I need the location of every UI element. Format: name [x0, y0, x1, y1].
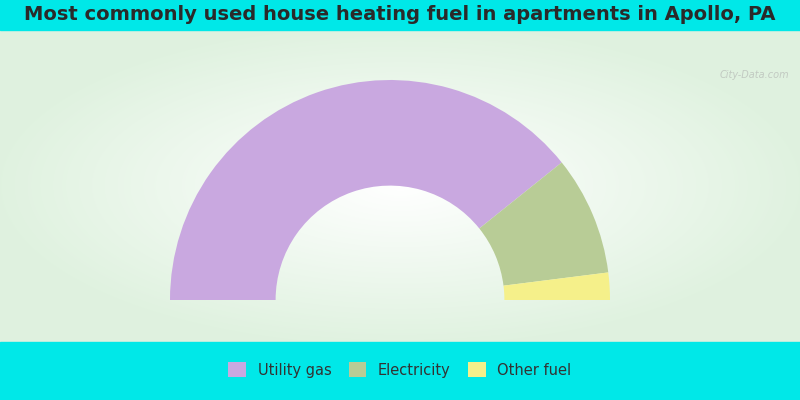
- Text: Most commonly used house heating fuel in apartments in Apollo, PA: Most commonly used house heating fuel in…: [24, 6, 776, 24]
- Wedge shape: [170, 80, 562, 300]
- Bar: [0, 0, 800, 30]
- Text: City-Data.com: City-Data.com: [720, 70, 790, 80]
- Legend: Utility gas, Electricity, Other fuel: Utility gas, Electricity, Other fuel: [222, 356, 578, 384]
- Bar: [0, 342, 800, 400]
- Wedge shape: [503, 272, 610, 300]
- Wedge shape: [479, 162, 608, 286]
